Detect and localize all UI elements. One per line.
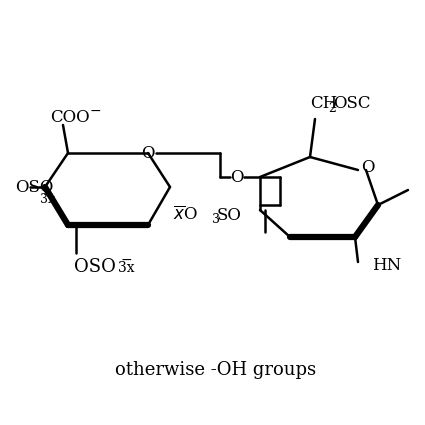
Text: $\overline{x}$O: $\overline{x}$O [173,206,198,224]
Text: −: − [89,104,101,118]
Text: otherwise -OH groups: otherwise -OH groups [115,361,316,379]
Text: OSO: OSO [74,258,116,276]
Text: SO: SO [217,207,242,224]
Text: O: O [141,144,155,162]
Text: COO: COO [50,108,90,125]
Text: CH: CH [310,94,337,111]
Text: 2: 2 [328,102,336,114]
Text: OSC: OSC [333,94,371,111]
Text: 3x: 3x [118,261,135,275]
Text: O: O [230,168,244,185]
Text: −: − [43,189,54,201]
Text: OSO: OSO [15,178,54,196]
Text: 3: 3 [212,212,220,226]
Text: HN: HN [372,257,401,274]
Text: −: − [121,253,133,267]
Text: O: O [361,159,375,176]
Text: 3x: 3x [40,193,55,206]
